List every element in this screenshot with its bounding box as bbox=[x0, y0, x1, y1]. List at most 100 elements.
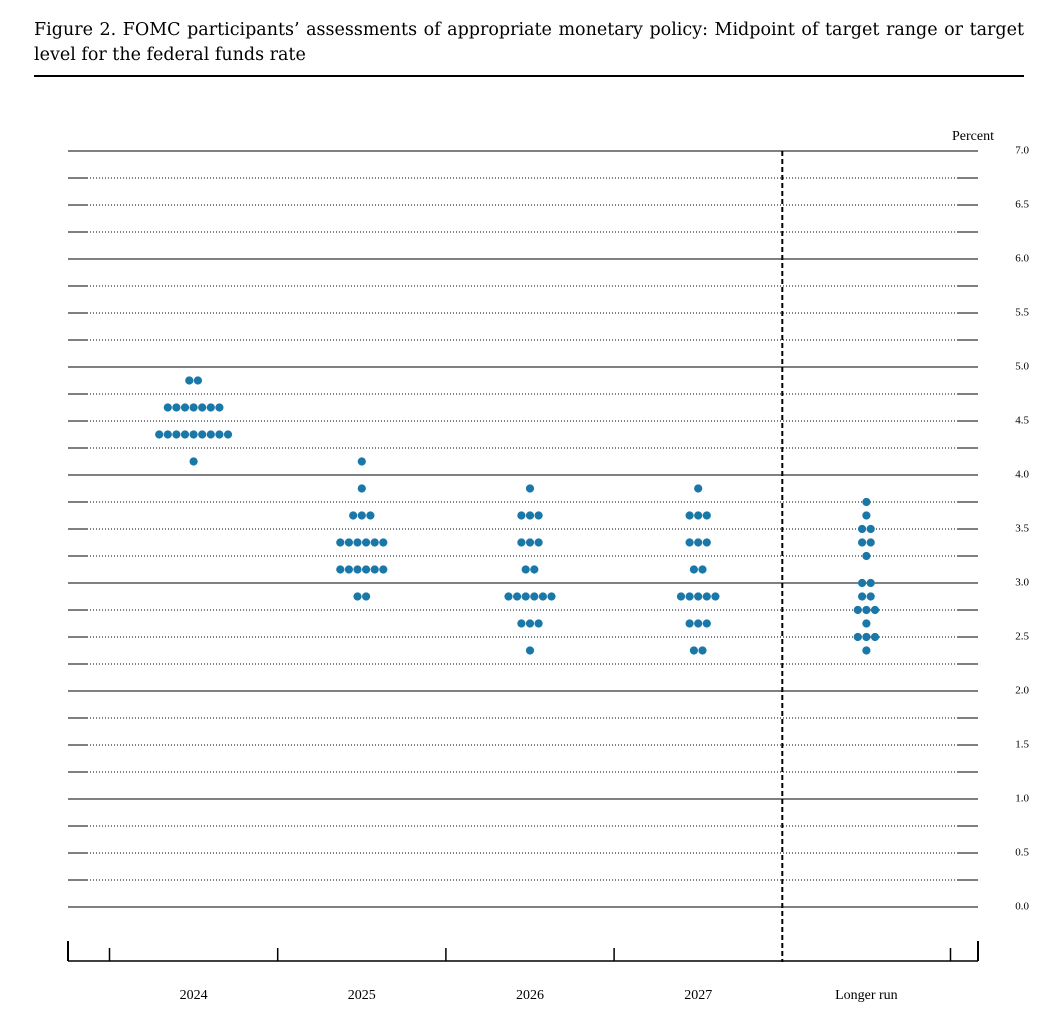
dot bbox=[521, 592, 530, 601]
dot bbox=[189, 430, 198, 439]
dot bbox=[862, 497, 871, 507]
dot bbox=[862, 646, 871, 655]
dot bbox=[357, 511, 366, 520]
dot bbox=[336, 538, 345, 547]
y-tick-label: 0.0 bbox=[1015, 901, 1029, 913]
dot bbox=[547, 592, 556, 601]
dot bbox=[853, 632, 862, 642]
dot bbox=[676, 592, 686, 601]
dot bbox=[344, 538, 353, 547]
y-axis-label: Percent bbox=[952, 129, 994, 144]
dot bbox=[344, 565, 353, 574]
dot bbox=[870, 605, 880, 615]
dot bbox=[206, 430, 215, 439]
y-tick-label: 1.5 bbox=[1015, 739, 1029, 751]
dot bbox=[685, 592, 694, 601]
y-tick-label: 0.5 bbox=[1015, 847, 1029, 859]
y-tick-label: 2.5 bbox=[1015, 631, 1029, 643]
dot bbox=[685, 511, 694, 520]
dot bbox=[198, 430, 207, 439]
dot bbox=[694, 619, 703, 628]
dot bbox=[362, 538, 371, 547]
dot bbox=[858, 538, 867, 547]
dot bbox=[353, 538, 362, 547]
dot bbox=[694, 538, 703, 547]
dot bbox=[525, 538, 535, 547]
y-tick-label: 5.0 bbox=[1015, 361, 1029, 373]
dot bbox=[702, 619, 711, 628]
dot bbox=[870, 632, 880, 642]
dot bbox=[866, 538, 875, 547]
dot bbox=[362, 565, 371, 574]
dot bbox=[534, 538, 543, 547]
dot bbox=[189, 403, 198, 412]
dot bbox=[702, 592, 711, 601]
dot bbox=[525, 646, 535, 655]
y-tick-label: 4.0 bbox=[1015, 469, 1029, 481]
dot bbox=[517, 538, 526, 547]
dot bbox=[353, 565, 362, 574]
dot bbox=[517, 619, 526, 628]
dot bbox=[702, 538, 711, 547]
dot bbox=[525, 484, 535, 493]
x-tick-label: 2025 bbox=[348, 988, 376, 1003]
dot bbox=[357, 457, 366, 466]
title-box: Figure 2. FOMC participants’ assessments… bbox=[34, 20, 1024, 65]
dot bbox=[362, 592, 371, 601]
dot bbox=[180, 403, 190, 412]
dot bbox=[866, 524, 875, 534]
y-tick-label: 1.0 bbox=[1015, 793, 1029, 805]
dot bbox=[534, 511, 543, 520]
dot bbox=[698, 646, 707, 655]
y-tick-label: 5.5 bbox=[1015, 307, 1029, 319]
y-tick-label: 4.5 bbox=[1015, 415, 1029, 427]
dot bbox=[193, 376, 202, 385]
dot bbox=[336, 565, 345, 574]
dot bbox=[189, 457, 198, 466]
dot bbox=[862, 511, 871, 520]
dot bbox=[685, 538, 694, 547]
dot bbox=[163, 430, 172, 439]
dot bbox=[370, 565, 379, 574]
dot bbox=[223, 430, 233, 439]
dot bbox=[353, 592, 362, 601]
dot bbox=[185, 376, 194, 385]
dot bbox=[521, 565, 530, 574]
dot bbox=[357, 484, 366, 493]
dot bbox=[858, 524, 867, 534]
dot bbox=[694, 592, 703, 601]
dot bbox=[853, 605, 862, 615]
dot bbox=[538, 592, 548, 601]
dot bbox=[504, 592, 513, 601]
dot bbox=[180, 430, 190, 439]
dot bbox=[685, 619, 694, 628]
y-tick-label: 6.0 bbox=[1015, 253, 1029, 265]
dot bbox=[513, 592, 522, 601]
x-tick-label: Longer run bbox=[835, 988, 898, 1003]
dot bbox=[370, 538, 379, 547]
y-tick-label: 3.5 bbox=[1015, 523, 1029, 535]
dot bbox=[379, 538, 388, 547]
dot bbox=[711, 592, 720, 601]
dot bbox=[163, 403, 172, 412]
dot bbox=[862, 605, 871, 615]
dot bbox=[215, 403, 224, 412]
x-tick-label: 2024 bbox=[180, 988, 208, 1003]
dot bbox=[862, 619, 871, 628]
dot bbox=[379, 565, 388, 574]
dot bbox=[349, 511, 358, 520]
dot bbox=[517, 511, 526, 520]
dot bbox=[525, 511, 535, 520]
x-tick-label: 2027 bbox=[684, 988, 712, 1003]
dot bbox=[530, 565, 539, 574]
dot bbox=[172, 430, 181, 439]
dot bbox=[866, 578, 875, 588]
dot bbox=[702, 511, 711, 520]
dot bbox=[155, 430, 164, 439]
dot bbox=[215, 430, 224, 439]
dot bbox=[525, 619, 535, 628]
dot bbox=[534, 619, 543, 628]
y-tick-label: 7.0 bbox=[1015, 145, 1029, 157]
dot bbox=[862, 551, 871, 561]
